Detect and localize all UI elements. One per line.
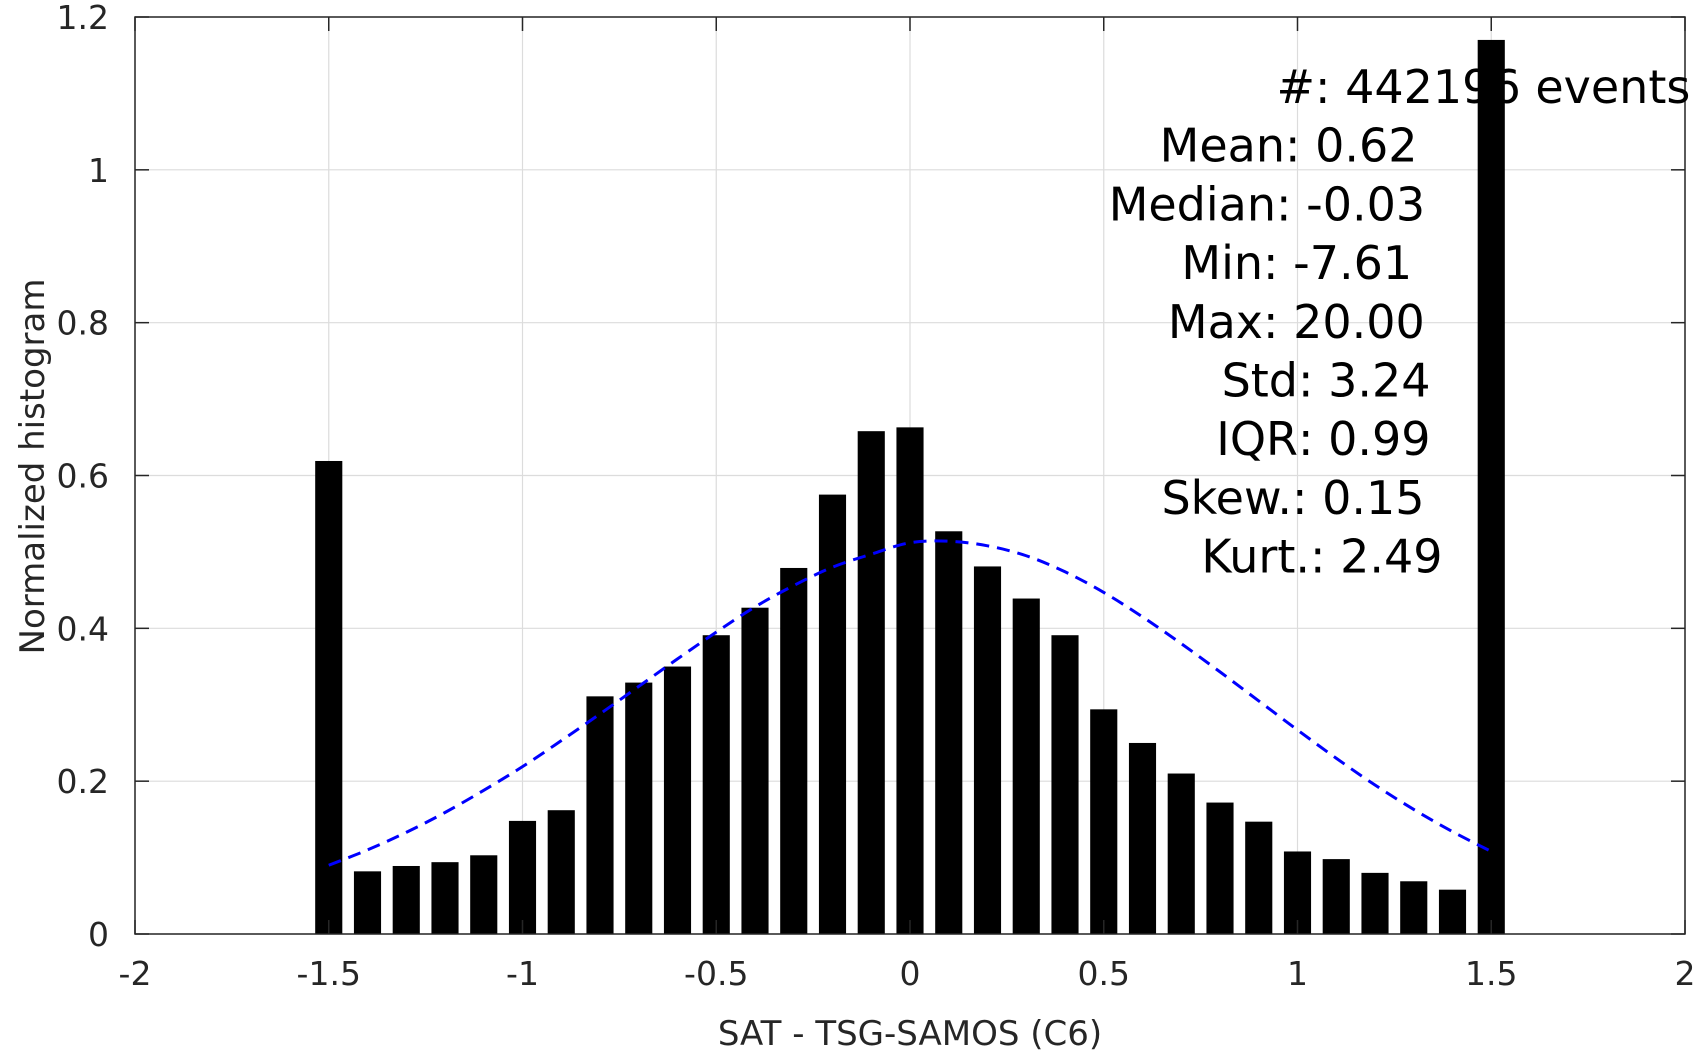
stat-line: Median: [1109, 177, 1276, 231]
histogram-bar: [1051, 635, 1079, 934]
stat-line: Max: [1168, 295, 1263, 349]
fit-curve-group: [328, 539, 1492, 867]
stat-value: : -0.03: [1276, 177, 1425, 231]
histogram-bar: [1477, 39, 1505, 935]
stat-value: : 442196 events: [1315, 60, 1690, 114]
y-tick-label: 0.2: [57, 762, 109, 801]
histogram-bar: [1128, 742, 1157, 934]
fit-curve-line: [328, 539, 1492, 867]
x-tick-label: -1: [506, 954, 539, 993]
y-axis-label: Normalized histogram: [13, 279, 53, 655]
stat-value: : -7.61: [1263, 236, 1412, 290]
histogram-bar: [586, 696, 614, 934]
histogram-bar: [1012, 598, 1040, 934]
histogram-bar: [780, 567, 808, 934]
x-tick-label: 1.5: [1465, 954, 1517, 993]
histogram-bar: [625, 682, 653, 934]
histogram-bar: [1322, 859, 1350, 934]
stat-line: Kurt.: [1201, 530, 1310, 584]
x-tick-label: -1.5: [297, 954, 361, 993]
y-tick-label: 0: [88, 915, 109, 954]
stat-value: : 2.49: [1310, 530, 1443, 584]
stat-line: Std: [1222, 354, 1298, 408]
histogram-bar: [431, 862, 459, 934]
histogram-bar: [857, 431, 885, 934]
stat-value: : 0.15: [1292, 471, 1425, 525]
histogram-bar: [353, 871, 382, 934]
x-axis-label: SAT - TSG-SAMOS (C6): [718, 1014, 1102, 1053]
histogram-bar: [818, 494, 847, 934]
stat-value: : 3.24: [1298, 354, 1431, 408]
y-tick-label: 1: [88, 151, 109, 190]
histogram-bar: [973, 566, 1002, 934]
histogram-bar: [508, 820, 537, 934]
histogram-bar: [1361, 872, 1389, 934]
stat-value: : 0.99: [1298, 412, 1431, 466]
x-tick-label: -0.5: [684, 954, 748, 993]
histogram-bar: [547, 810, 575, 934]
stat-line: IQR: [1216, 412, 1298, 466]
histogram-bar: [392, 865, 420, 934]
histogram-bars: [315, 39, 1505, 935]
stat-line: Skew.: [1161, 471, 1292, 525]
stat-line: Mean: [1160, 119, 1285, 173]
x-tick-label: 2: [1675, 954, 1696, 993]
stat-value: : 0.62: [1285, 119, 1418, 173]
x-tick-label: 1: [1287, 954, 1308, 993]
histogram-bar: [896, 427, 924, 934]
y-tick-label: 0.8: [57, 304, 109, 343]
stat-line: #: [1276, 60, 1315, 114]
histogram-bar: [741, 607, 769, 934]
histogram-bar: [470, 855, 498, 934]
histogram-bar: [1245, 821, 1273, 934]
histogram-bar: [315, 460, 343, 934]
stat-line: Min: [1181, 236, 1263, 290]
y-tick-label: 0.4: [57, 609, 109, 648]
histogram-bar: [1438, 889, 1467, 934]
stat-value: : 20.00: [1263, 295, 1425, 349]
y-tick-labels: 0 0.2 0.4 0.6 0.8 1 1.2: [57, 0, 109, 954]
x-tick-labels: -2 -1.5 -1 -0.5 0 0.5 1 1.5 2: [119, 954, 1696, 993]
x-tick-label: 0: [900, 954, 921, 993]
histogram-bar: [702, 635, 730, 934]
histogram-bar: [1400, 881, 1428, 934]
histogram-bar: [935, 531, 963, 934]
histogram-bar: [1206, 802, 1234, 934]
histogram-bar: [1090, 709, 1118, 934]
x-tick-label: -2: [119, 954, 152, 993]
y-tick-label: 1.2: [57, 0, 109, 37]
x-tick-label: 0.5: [1078, 954, 1130, 993]
axis-ticks: [134, 16, 1686, 935]
histogram-bar: [1167, 773, 1195, 934]
y-tick-label: 0.6: [57, 457, 109, 496]
histogram-bar: [663, 666, 692, 934]
